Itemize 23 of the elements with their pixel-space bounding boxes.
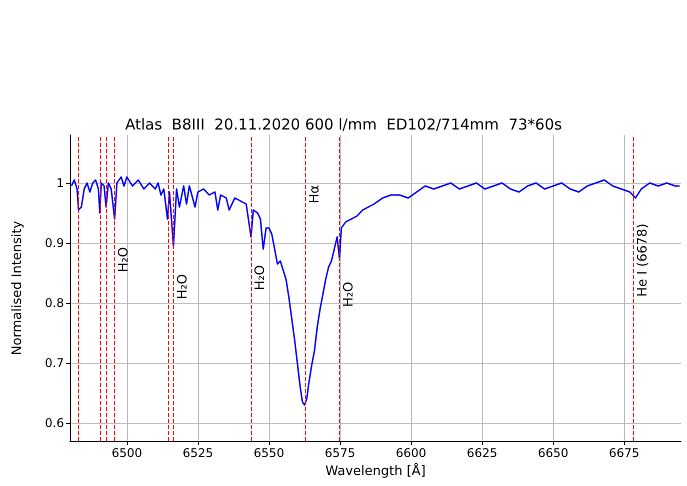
x-tick-label: 6575	[324, 446, 356, 460]
x-tick-label: 6525	[182, 446, 214, 460]
y-tick-label: 0.7	[44, 356, 64, 370]
y-tick-label: 0.6	[44, 416, 64, 430]
chart-title: Atlas B8III 20.11.2020 600 l/mm ED102/714mm 73*60s	[125, 116, 562, 134]
y-tick-label: 0.9	[44, 236, 64, 250]
y-axis-title: Normalised Intensity	[10, 220, 25, 356]
ref-line-label: H₂O	[116, 247, 132, 272]
y-tick-label: 0.8	[44, 296, 64, 310]
ref-line-label: Hα	[307, 185, 322, 204]
line-series	[70, 176, 680, 406]
x-tick-label: 6600	[396, 446, 426, 460]
ref-line-label: H₂O	[342, 282, 357, 307]
x-tick-label: 6675	[608, 446, 640, 460]
x-tick-label: 6625	[466, 446, 498, 460]
x-tick-label: 6550	[254, 446, 284, 460]
x-axis-title: Wavelength [Å]	[325, 462, 426, 479]
y-tick-label: 1	[56, 176, 64, 190]
ref-line-label: He I (6678)	[635, 224, 650, 297]
x-tick-label: 6650	[538, 446, 568, 460]
x-tick-label: 6500	[112, 446, 142, 460]
ref-line-label: H₂O	[175, 274, 190, 300]
ref-line-label: H₂O	[253, 265, 268, 290]
